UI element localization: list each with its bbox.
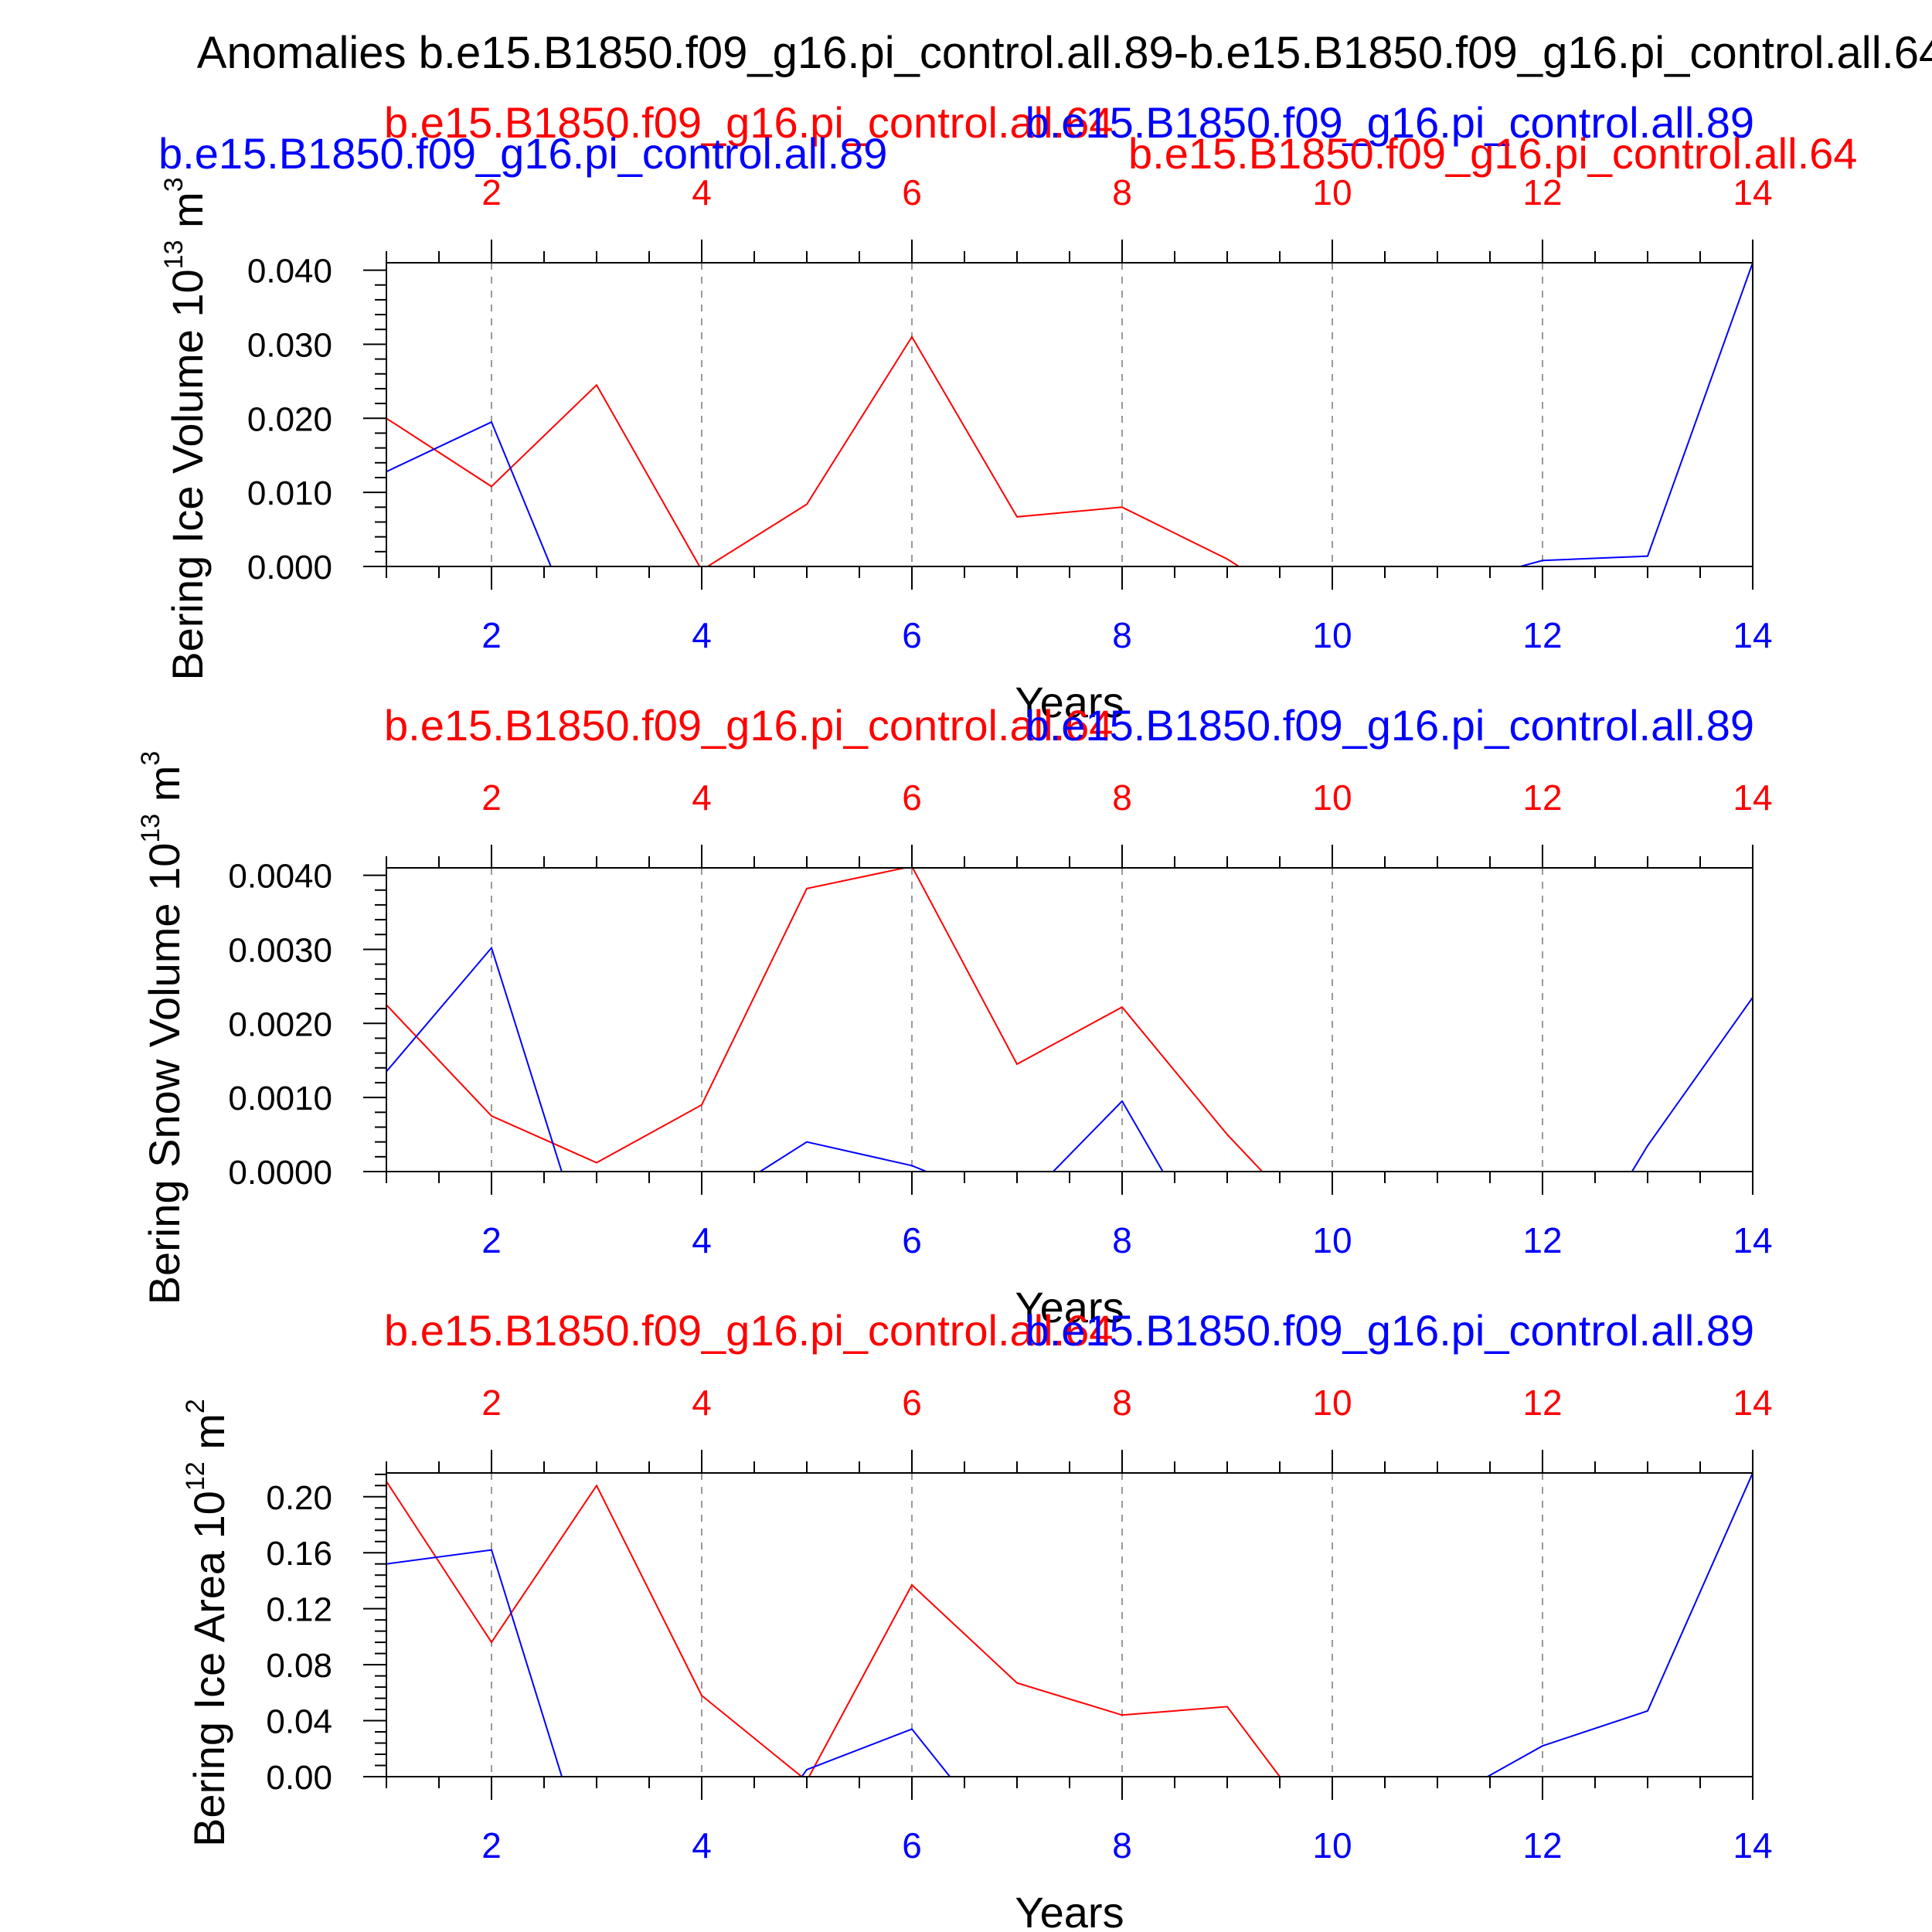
x-tick-label-top: 10	[1312, 172, 1352, 213]
y-axis-title: Bering Ice Volume 1013 m3	[159, 177, 212, 680]
y-tick-label: 0.010	[247, 474, 332, 512]
x-tick-label-bottom: 2	[481, 1220, 502, 1260]
x-tick-label-top: 4	[692, 1383, 712, 1423]
x-tick-label-top: 6	[902, 172, 922, 213]
x-tick-label-bottom: 12	[1522, 1220, 1562, 1260]
x-tick-label-top: 8	[1112, 1383, 1132, 1423]
case-label-right-blue: b.e15.B1850.f09_g16.pi_control.all.89	[1026, 701, 1754, 750]
y-tick-label: 0.0040	[228, 858, 332, 896]
panels: 2 4 6 8 10 12 14 2 4 6 8 10 12 14 0.000 0.010 0.020 0.030…	[136, 98, 1857, 1932]
y-tick-label: 0.0020	[228, 1005, 332, 1043]
y-tick-label: 0.00	[266, 1759, 332, 1797]
x-tick-label-bottom: 10	[1312, 1220, 1352, 1260]
x-tick-label-top: 10	[1312, 777, 1352, 818]
x-axis-title: Years	[1015, 678, 1124, 726]
x-tick-label-bottom: 10	[1312, 1825, 1352, 1866]
x-tick-label-bottom: 6	[902, 615, 922, 655]
x-tick-label-top: 14	[1733, 1383, 1772, 1423]
series-line-blue	[386, 1473, 1753, 1777]
series-line-blue	[386, 946, 1753, 1172]
case-label-right-red: b.e15.B1850.f09_g16.pi_control.all.64	[1128, 129, 1857, 178]
y-tick-label: 0.12	[266, 1591, 332, 1629]
y-tick-label: 0.20	[266, 1479, 332, 1517]
x-tick-label-bottom: 12	[1522, 1825, 1562, 1866]
x-tick-label-top: 2	[481, 172, 502, 213]
x-tick-label-bottom: 6	[902, 1220, 922, 1260]
y-tick-label: 0.0000	[228, 1154, 332, 1192]
x-axis-title: Years	[1015, 1888, 1124, 1932]
x-tick-label-bottom: 4	[692, 1825, 712, 1866]
y-tick-label: 0.0010	[228, 1080, 332, 1117]
plot-frame	[386, 262, 1753, 567]
plot-frame	[386, 867, 1753, 1172]
x-tick-label-bottom: 6	[902, 1825, 922, 1866]
x-tick-label-top: 6	[902, 1383, 922, 1423]
series-line-red	[386, 335, 1240, 566]
x-axis-title: Years	[1015, 1283, 1124, 1332]
x-tick-label-bottom: 14	[1733, 1220, 1772, 1260]
series-line-blue	[386, 263, 1753, 566]
x-tick-label-top: 4	[692, 777, 712, 818]
x-tick-label-bottom: 14	[1733, 1825, 1772, 1866]
y-tick-label: 0.030	[247, 326, 332, 364]
case-label-left-red: b.e15.B1850.f09_g16.pi_control.all.64	[384, 98, 1113, 147]
x-tick-label-bottom: 8	[1112, 1825, 1132, 1866]
x-tick-label-top: 10	[1312, 1383, 1352, 1423]
x-tick-label-top: 8	[1112, 172, 1132, 213]
series-line-red	[386, 868, 1264, 1172]
x-tick-label-bottom: 4	[692, 615, 712, 655]
x-tick-label-bottom: 8	[1112, 615, 1132, 655]
y-tick-label: 0.020	[247, 400, 332, 438]
x-tick-label-bottom: 2	[481, 615, 502, 655]
case-label-right-blue: b.e15.B1850.f09_g16.pi_control.all.89	[1026, 1306, 1754, 1355]
x-tick-label-top: 12	[1522, 1383, 1562, 1423]
x-tick-label-top: 6	[902, 777, 922, 818]
chart-title: Anomalies b.e15.B1850.f09_g16.pi_control…	[197, 28, 1932, 78]
panel-3: 2 4 6 8 10 12 14 2 4 6 8 10 12 14 0.00 0.04 0.08 0.12 0.16…	[181, 1306, 1773, 1932]
y-axis-title: Bering Ice Area 1012 m2	[181, 1399, 233, 1847]
y-tick-label: 0.0030	[228, 931, 332, 969]
y-tick-label: 0.08	[266, 1647, 332, 1685]
y-tick-label: 0.04	[266, 1703, 332, 1741]
case-label-right-blue: b.e15.B1850.f09_g16.pi_control.all.89	[1026, 98, 1754, 147]
panel-1: 2 4 6 8 10 12 14 2 4 6 8 10 12 14 0.000 0.010 0.020 0.030…	[158, 98, 1857, 726]
x-tick-label-top: 2	[481, 777, 502, 818]
x-tick-label-bottom: 4	[692, 1220, 712, 1260]
x-tick-label-top: 2	[481, 1383, 502, 1423]
x-tick-label-bottom: 8	[1112, 1220, 1132, 1260]
x-tick-label-top: 14	[1733, 172, 1772, 213]
y-axis-title: Bering Snow Volume 1013 m3	[136, 751, 189, 1305]
x-tick-label-top: 14	[1733, 777, 1772, 818]
series-line-red	[386, 1481, 1281, 1777]
x-tick-label-top: 8	[1112, 777, 1132, 818]
y-tick-label: 0.000	[247, 549, 332, 587]
x-tick-label-top: 12	[1522, 777, 1562, 818]
plot-frame	[386, 1472, 1753, 1777]
x-tick-label-bottom: 10	[1312, 615, 1352, 655]
x-tick-label-top: 12	[1522, 172, 1562, 213]
case-label-left-red: b.e15.B1850.f09_g16.pi_control.all.64	[384, 701, 1113, 750]
x-tick-label-top: 4	[692, 172, 712, 213]
x-tick-label-bottom: 2	[481, 1825, 502, 1866]
y-tick-label: 0.040	[247, 253, 332, 291]
case-label-left-red: b.e15.B1850.f09_g16.pi_control.all.64	[384, 1306, 1113, 1355]
x-tick-label-bottom: 14	[1733, 615, 1772, 655]
case-label-left-blue: b.e15.B1850.f09_g16.pi_control.all.89	[158, 129, 887, 178]
panel-2: 2 4 6 8 10 12 14 2 4 6 8 10 12 14 0.0000 0.0010 0.0020 0.…	[136, 701, 1773, 1332]
x-tick-label-bottom: 12	[1522, 615, 1562, 655]
y-tick-label: 0.16	[266, 1535, 332, 1573]
